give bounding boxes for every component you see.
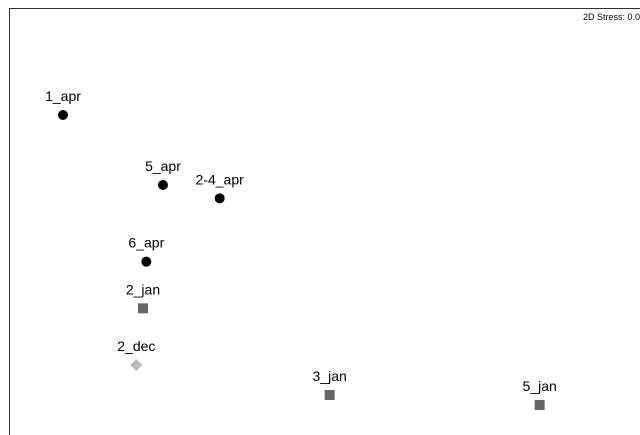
point-marker (137, 303, 148, 314)
point-marker (214, 193, 225, 204)
point-label: 2-4_apr (196, 171, 245, 187)
point-marker (58, 110, 68, 120)
point-marker (141, 256, 152, 267)
point-label: 2_jan (126, 281, 160, 297)
point-marker (130, 358, 143, 371)
point-marker (324, 389, 335, 400)
point-label: 2_dec (117, 338, 155, 354)
point-label: 3_jan (313, 368, 347, 384)
points-layer: 1_apr 5_apr 2-4_apr 6_apr 2_jan 2_dec 3_jan 5_j… (45, 88, 557, 410)
point-marker (534, 399, 545, 410)
stress-annotation: 2D Stress: 0.0 (582, 12, 640, 22)
point-label: 5_jan (523, 378, 557, 394)
point-label: 6_apr (128, 235, 164, 251)
point-marker (157, 179, 168, 190)
point-label: 5_apr (145, 158, 181, 174)
point-label: 1_apr (45, 88, 81, 104)
